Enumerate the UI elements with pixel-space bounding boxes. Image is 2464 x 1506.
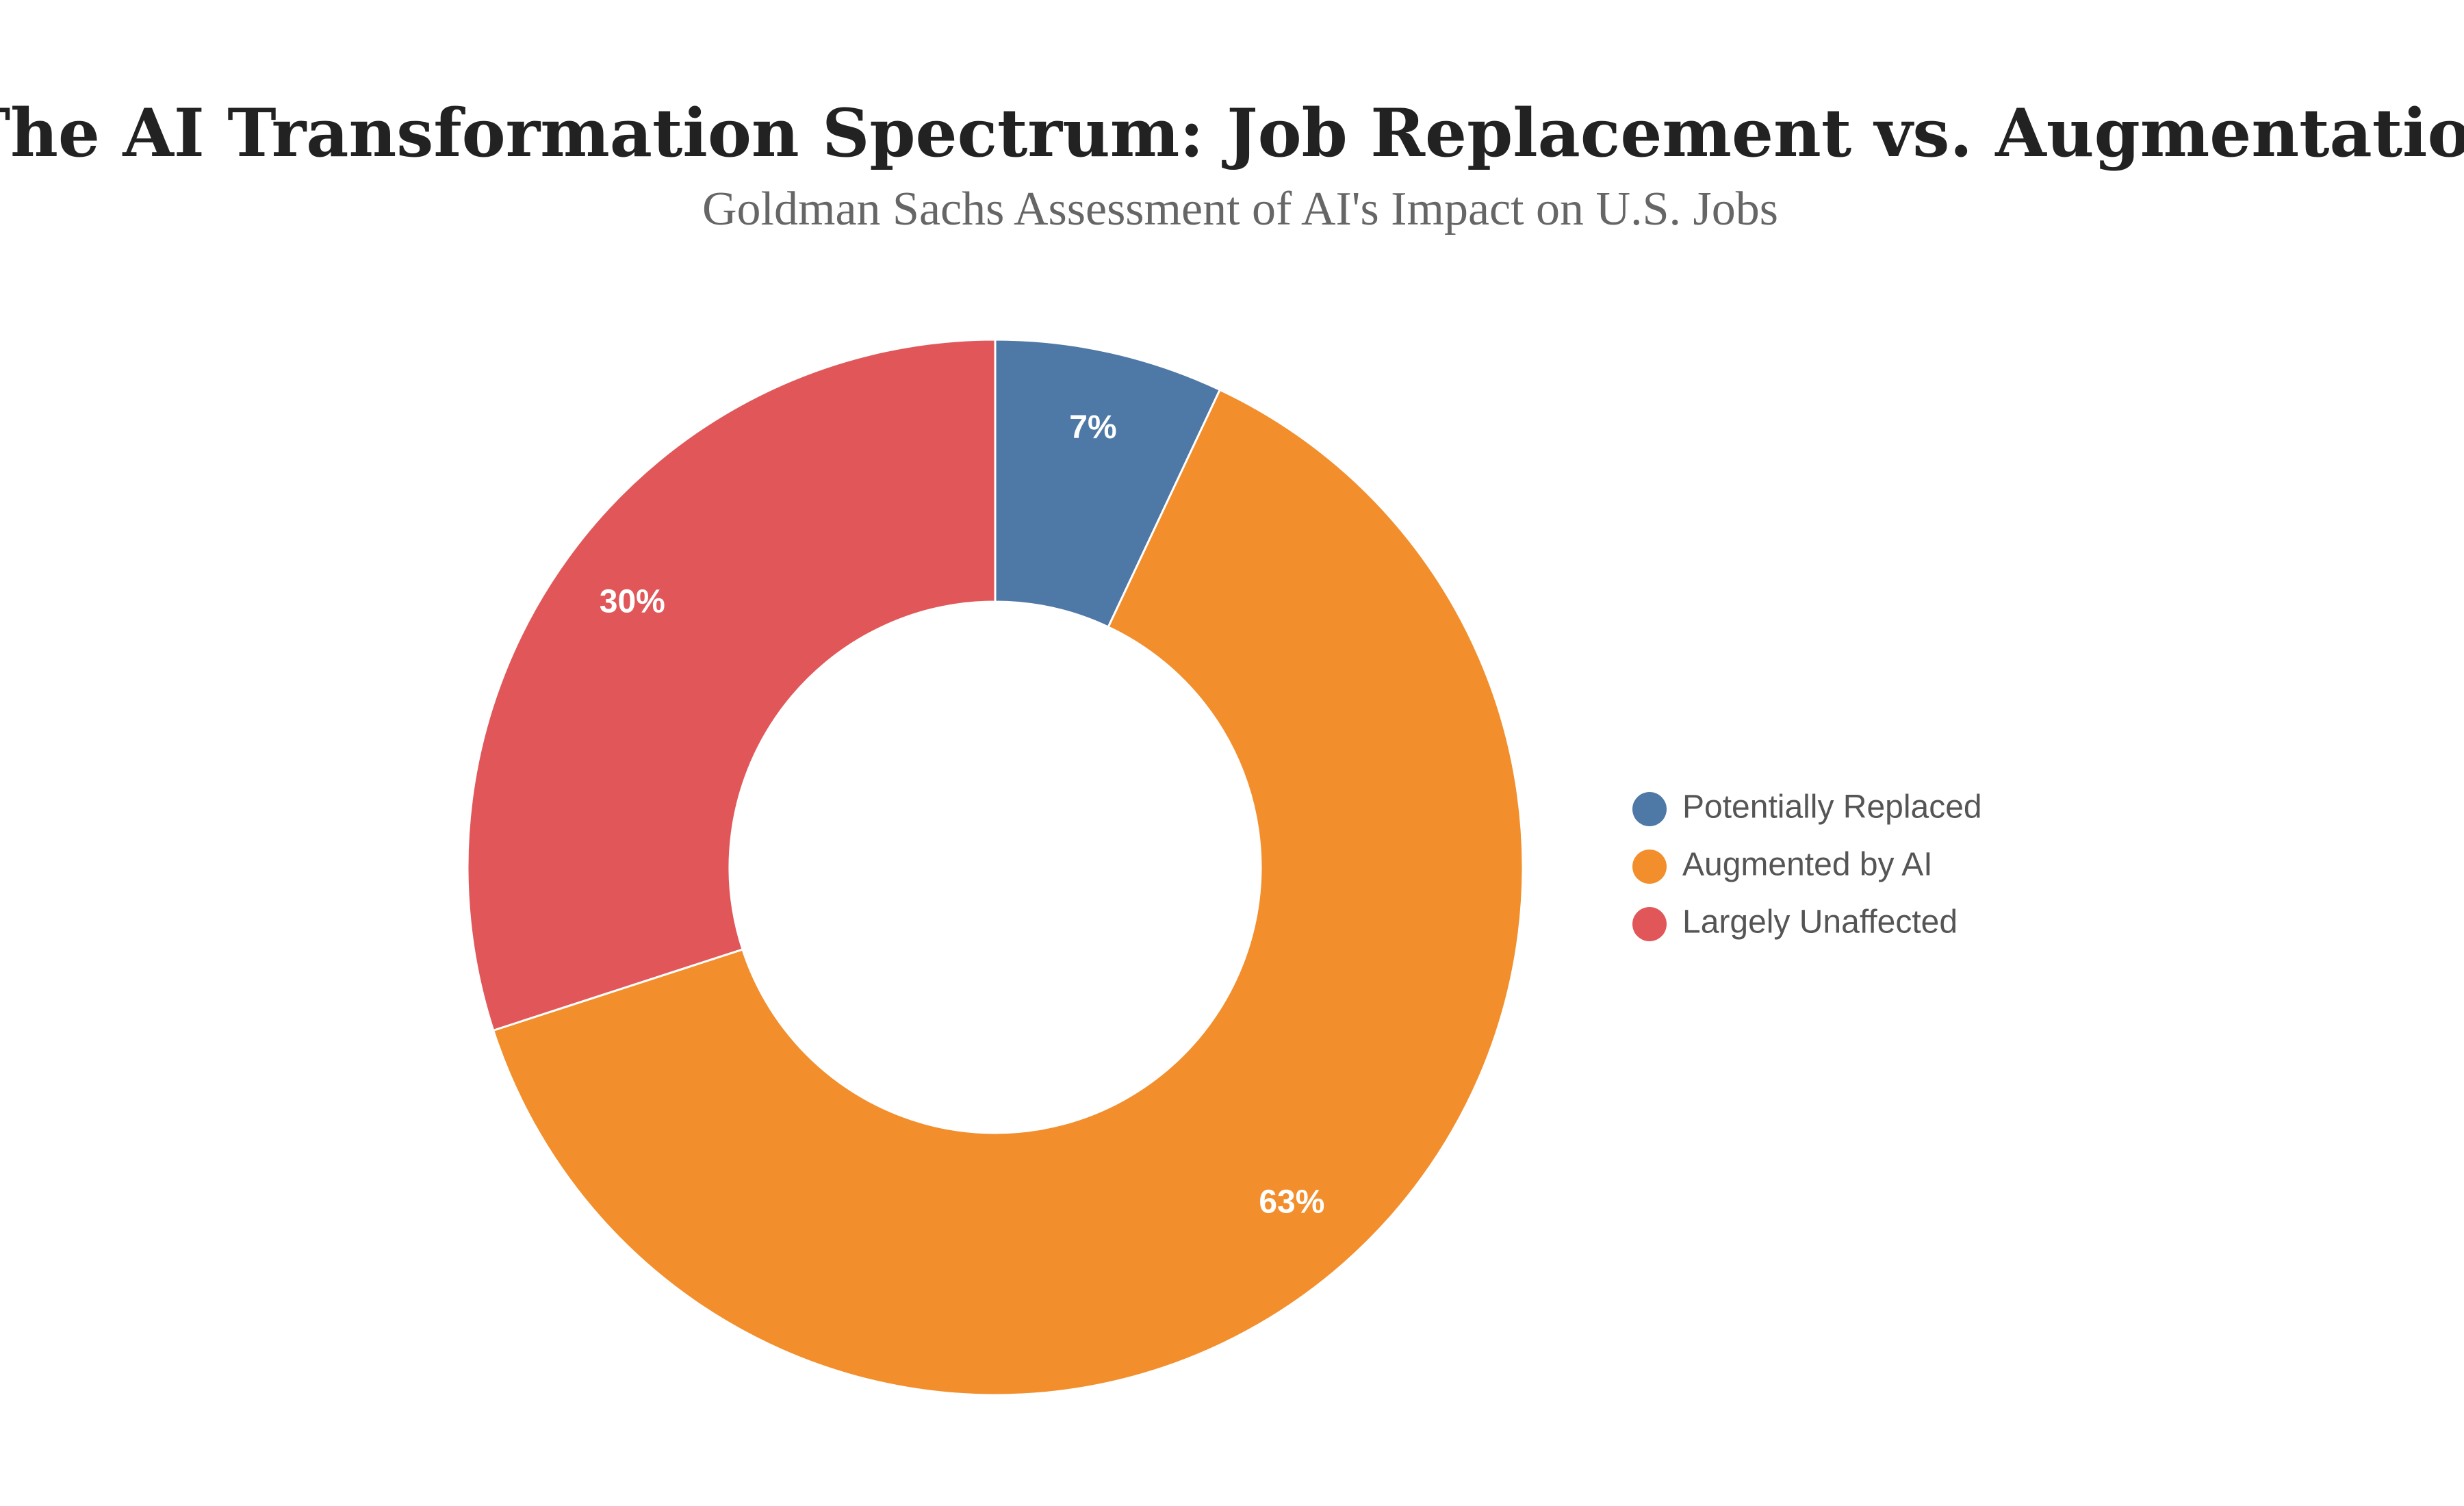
legend-label: Potentially Replaced [1682, 789, 1982, 826]
legend-label: Augmented by AI [1682, 847, 1933, 883]
legend-marker [1632, 792, 1667, 826]
legend-marker [1632, 907, 1667, 941]
slice-label: 63% [1259, 1184, 1324, 1220]
slice-label: 7% [1069, 409, 1116, 446]
chart-title: The AI Transformation Spectrum: Job Repl… [0, 94, 2464, 172]
slice-label: 30% [600, 583, 665, 620]
chart-subtitle: Goldman Sachs Assessment of AI's Impact … [702, 183, 1778, 235]
slice [466, 338, 997, 1032]
slice [491, 388, 1524, 1396]
legend-label: Largely Unaffected [1682, 904, 1958, 941]
legend-marker [1632, 850, 1667, 884]
